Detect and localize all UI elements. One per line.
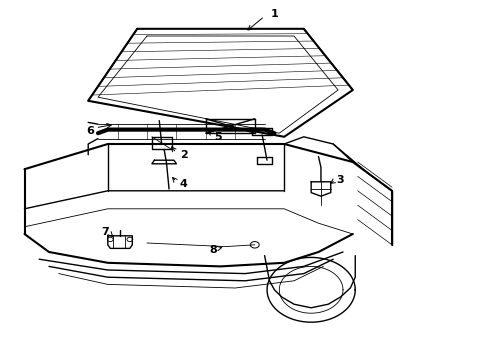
Text: 5: 5 <box>214 132 222 142</box>
Text: 4: 4 <box>180 179 188 189</box>
Text: 6: 6 <box>87 126 95 136</box>
Text: 2: 2 <box>180 150 188 160</box>
Text: 8: 8 <box>209 245 217 255</box>
Text: 7: 7 <box>101 227 109 237</box>
Text: 3: 3 <box>337 175 344 185</box>
Text: 1: 1 <box>270 9 278 19</box>
